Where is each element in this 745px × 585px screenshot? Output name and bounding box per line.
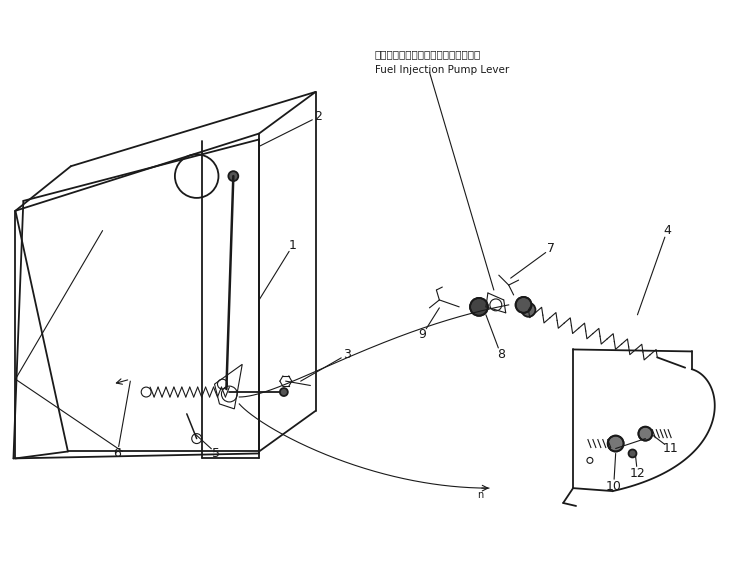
Circle shape xyxy=(516,297,531,313)
Circle shape xyxy=(522,303,536,316)
Text: 3: 3 xyxy=(343,348,351,361)
Text: 10: 10 xyxy=(606,480,621,493)
Circle shape xyxy=(629,449,636,457)
Text: 1: 1 xyxy=(289,239,297,252)
Text: 4: 4 xyxy=(663,224,671,237)
Circle shape xyxy=(638,426,653,441)
Text: Fuel Injection Pump Lever: Fuel Injection Pump Lever xyxy=(375,65,510,75)
Text: 12: 12 xyxy=(630,467,645,480)
Text: 5: 5 xyxy=(212,447,221,460)
Text: 7: 7 xyxy=(548,242,555,255)
Text: 11: 11 xyxy=(662,442,678,455)
Text: 2: 2 xyxy=(314,110,323,123)
Circle shape xyxy=(229,171,238,181)
Text: 9: 9 xyxy=(419,328,426,341)
Circle shape xyxy=(608,436,624,452)
Text: フェルインジェクションポンプレバー: フェルインジェクションポンプレバー xyxy=(375,49,481,59)
Text: 8: 8 xyxy=(497,348,505,361)
Text: 6: 6 xyxy=(113,447,121,460)
Circle shape xyxy=(280,388,288,396)
Text: n: n xyxy=(477,490,484,500)
Circle shape xyxy=(470,298,488,316)
